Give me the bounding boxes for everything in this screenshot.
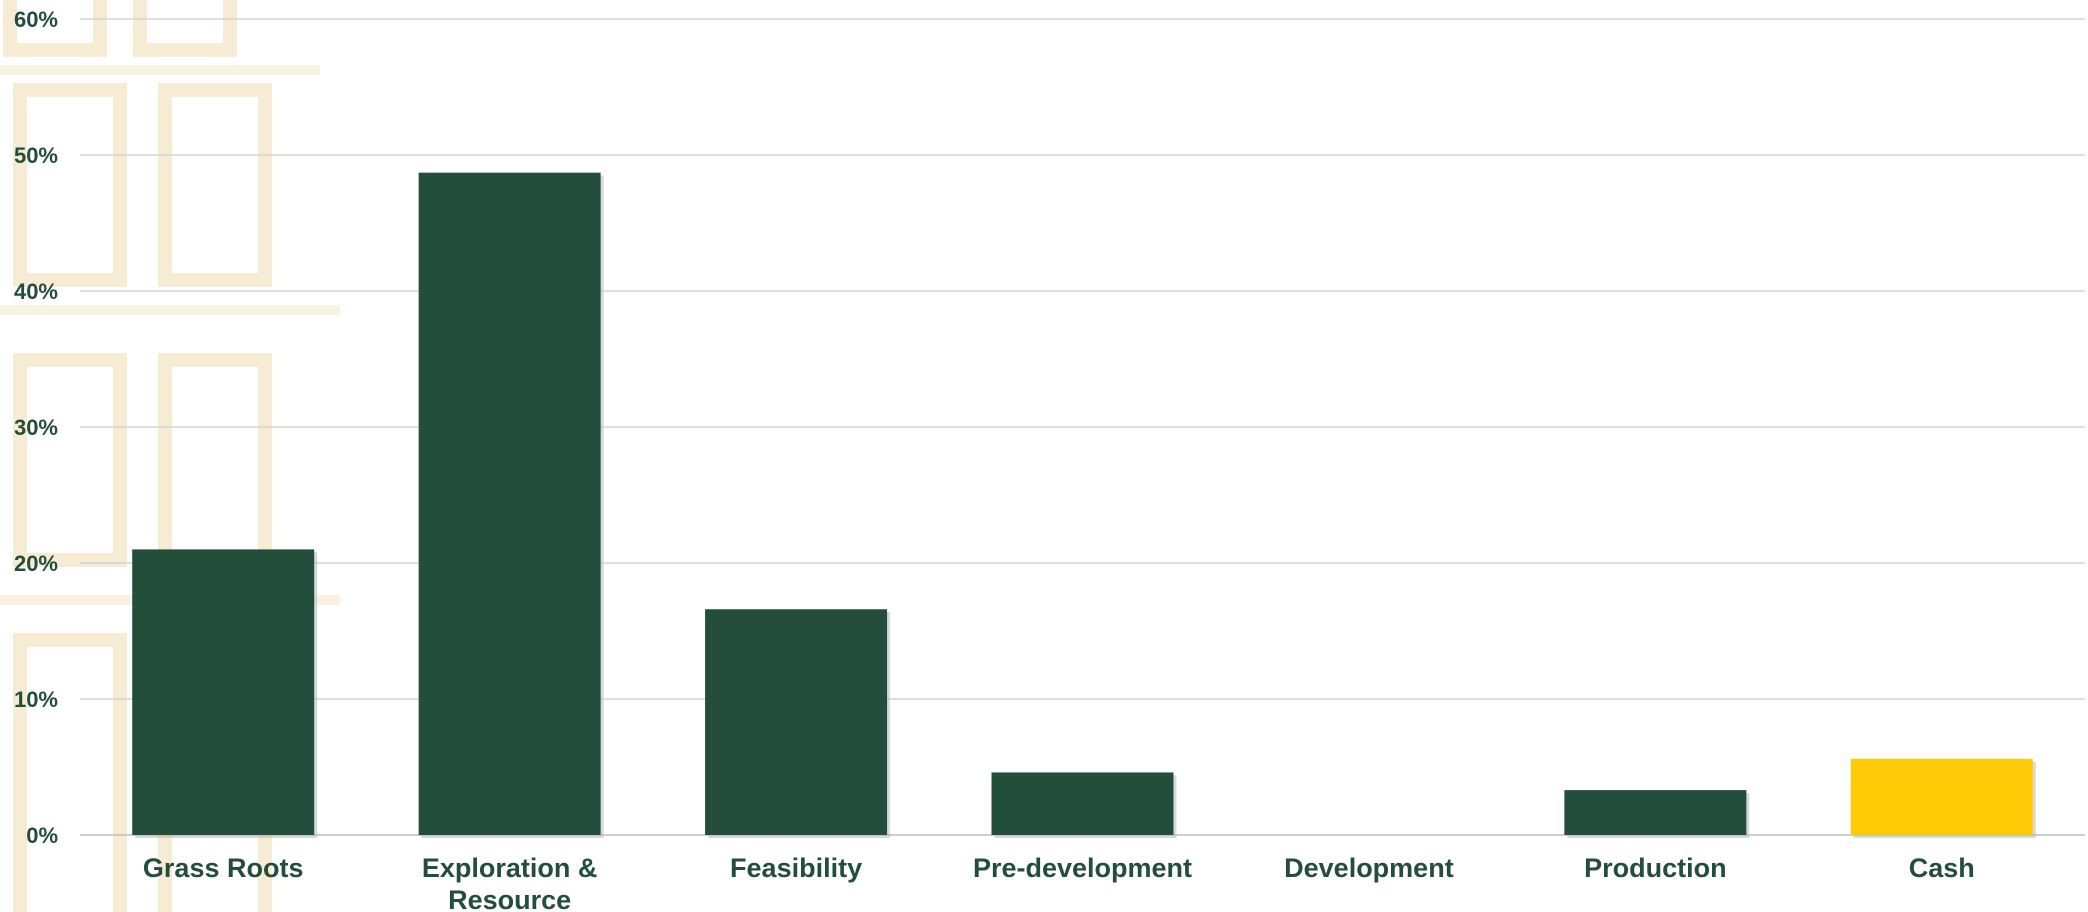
y-tick-label: 10%	[14, 687, 58, 712]
y-tick-label: 0%	[26, 823, 58, 848]
x-axis-labels: Grass Roots Exploration & Resource Feasibil…	[143, 853, 1975, 912]
y-tick-label: 50%	[14, 143, 58, 168]
x-category-label: Production	[1584, 853, 1727, 883]
x-category-label: Exploration & Resource	[422, 853, 598, 912]
bar-feasibility	[705, 609, 888, 835]
x-category-label: Grass Roots	[143, 853, 304, 883]
bar-exploration-resource	[418, 172, 601, 835]
x-category-label: Development	[1284, 853, 1454, 883]
bar-grass-roots	[132, 549, 315, 835]
bar-pre-development	[991, 772, 1174, 835]
x-category-label: Cash	[1909, 853, 1975, 883]
y-axis-ticks: 0% 10% 20% 30% 40% 50% 60%	[14, 7, 58, 848]
x-category-label: Feasibility	[730, 853, 862, 883]
bars	[132, 172, 2036, 838]
y-tick-label: 60%	[14, 7, 58, 32]
bar-production	[1564, 790, 1747, 835]
gridlines	[80, 18, 2085, 836]
bar-cash	[1850, 758, 2033, 835]
y-tick-label: 40%	[14, 279, 58, 304]
y-tick-label: 20%	[14, 551, 58, 576]
y-tick-label: 30%	[14, 415, 58, 440]
x-category-label: Pre-development	[973, 853, 1192, 883]
